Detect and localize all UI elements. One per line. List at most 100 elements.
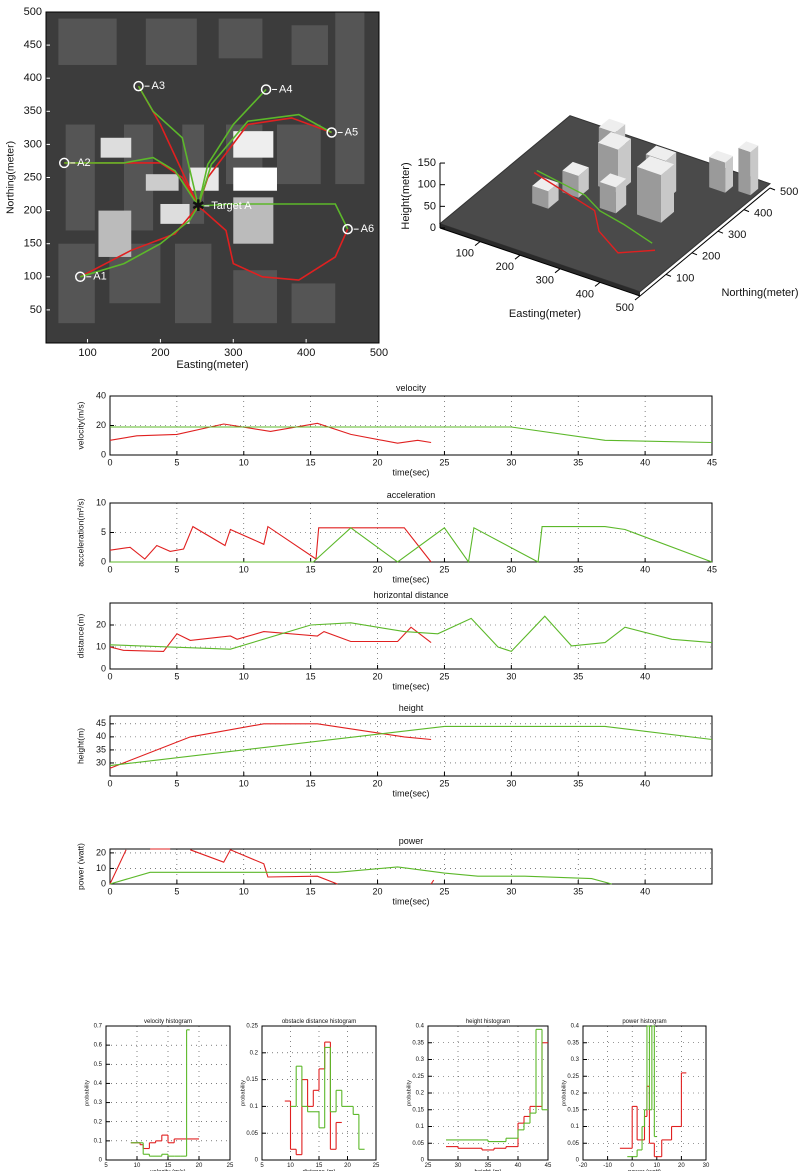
y-tick-label: 0.3 — [571, 1057, 580, 1063]
x-tick-label: 20 — [373, 671, 383, 681]
x-tick-label: 25 — [439, 457, 449, 467]
x-tick-label: 25 — [439, 671, 449, 681]
series-line — [110, 616, 712, 651]
x-tick-label: 25 — [425, 1163, 432, 1169]
x-tick-label: 5 — [174, 778, 179, 788]
x-tick-label: 5 — [174, 886, 179, 896]
x-tick-label: 0 — [107, 457, 112, 467]
x-tick-label: 200 — [496, 261, 514, 273]
y-tick-label: 0 — [255, 1158, 259, 1164]
y-tick-label: 0.1 — [416, 1124, 425, 1130]
tick-mark — [475, 242, 480, 246]
city-block — [146, 19, 197, 65]
y-tick-label: 40 — [96, 731, 106, 741]
building — [146, 174, 179, 191]
y-axis-label: velocity(m/s) — [75, 401, 85, 449]
waypoint-label: A2 — [77, 157, 90, 169]
city-block — [219, 19, 263, 59]
waypoint-label: A5 — [345, 126, 358, 138]
city-block — [277, 125, 321, 185]
waypoint-label: Target A — [211, 200, 252, 212]
x-tick-label: 5 — [260, 1163, 264, 1169]
y-tick-label: 400 — [24, 72, 42, 84]
z-tick-label: 50 — [424, 200, 436, 212]
x-tick-label: 40 — [640, 671, 650, 681]
y-tick-label: 0 — [101, 878, 106, 888]
y-axis-label: distance(m) — [75, 614, 85, 659]
y-axis-label: Northing(meter) — [6, 141, 17, 214]
y-tick-label: 10 — [96, 641, 106, 651]
x-tick-label: 35 — [485, 1163, 492, 1169]
x-tick-label: 35 — [573, 457, 583, 467]
tick-mark — [595, 282, 600, 286]
y-tick-label: 0.1 — [94, 1138, 103, 1144]
chart-title: horizontal distance — [373, 590, 448, 600]
y-tick-label: 30 — [96, 757, 106, 767]
x-tick-label: 15 — [316, 1163, 323, 1169]
y-tick-label: 0.5 — [94, 1062, 103, 1068]
y-tick-label: 0.3 — [94, 1100, 103, 1106]
y-tick-label: 0.2 — [250, 1050, 259, 1056]
building — [98, 211, 131, 257]
x-tick-label: 45 — [707, 457, 717, 467]
tick-mark — [692, 253, 697, 255]
y-tick-label: 250 — [24, 171, 42, 183]
y-axis-label: height(m) — [75, 728, 85, 764]
x-tick-label: -20 — [579, 1163, 588, 1169]
x-tick-label: 100 — [456, 248, 474, 260]
x-tick-label: 5 — [104, 1163, 108, 1169]
x-tick-label: 0 — [107, 886, 112, 896]
x-tick-label: 10 — [239, 886, 249, 896]
x-tick-label: 300 — [536, 275, 554, 287]
tick-mark — [666, 274, 671, 276]
x-tick-label: 10 — [239, 564, 249, 574]
y-axis-label: Northing(meter) — [721, 287, 798, 299]
x-tick-label: 25 — [439, 778, 449, 788]
x-tick-label: 10 — [653, 1163, 660, 1169]
y-axis-label: probability — [561, 1080, 567, 1106]
x-tick-label: 400 — [576, 288, 594, 300]
building — [101, 138, 132, 158]
x-tick-label: 30 — [703, 1163, 710, 1169]
x-axis-label: time(sec) — [392, 681, 429, 691]
series-line — [110, 724, 431, 768]
y-tick-label: 0 — [99, 1158, 103, 1164]
x-tick-label: 0 — [107, 778, 112, 788]
x-tick-label: 300 — [224, 347, 242, 359]
x-tick-label: 15 — [306, 778, 316, 788]
y-tick-label: 0.25 — [246, 1024, 258, 1030]
y-axis-label: probability — [240, 1080, 246, 1106]
y-axis-label: probability — [84, 1080, 90, 1106]
chart-title: power histogram — [622, 1019, 666, 1025]
building-side — [637, 167, 661, 223]
y-tick-label: 0.6 — [94, 1043, 103, 1049]
y-tick-label: 300 — [728, 229, 746, 241]
x-tick-label: 0 — [631, 1163, 635, 1169]
y-tick-label: 0.05 — [246, 1131, 258, 1137]
y-tick-label: 100 — [24, 271, 42, 283]
y-tick-label: 20 — [96, 420, 106, 430]
target-marker: ✱ — [192, 198, 205, 215]
x-tick-label: 20 — [678, 1163, 685, 1169]
y-axis-label: power (watt) — [75, 843, 85, 890]
y-tick-label: 0.4 — [571, 1024, 580, 1030]
x-tick-label: 30 — [506, 671, 516, 681]
x-axis-label: time(sec) — [392, 896, 429, 906]
x-axis-label: time(sec) — [392, 467, 429, 477]
y-tick-label: 500 — [24, 6, 42, 18]
x-tick-label: 10 — [134, 1163, 141, 1169]
z-axis-label: Height(meter) — [400, 162, 412, 229]
y-tick-label: 45 — [96, 718, 106, 728]
y-tick-label: 450 — [24, 39, 42, 51]
y-tick-label: 0.2 — [94, 1119, 103, 1125]
x-tick-label: 15 — [165, 1163, 172, 1169]
x-tick-label: 15 — [306, 457, 316, 467]
x-tick-label: 25 — [439, 564, 449, 574]
y-tick-label: 400 — [754, 208, 772, 220]
x-axis-label: time(sec) — [392, 574, 429, 584]
y-tick-label: 300 — [24, 138, 42, 150]
x-tick-label: -10 — [603, 1163, 612, 1169]
series-line — [110, 867, 612, 884]
y-tick-label: 0.25 — [412, 1074, 424, 1080]
y-tick-label: 0.7 — [94, 1024, 103, 1030]
